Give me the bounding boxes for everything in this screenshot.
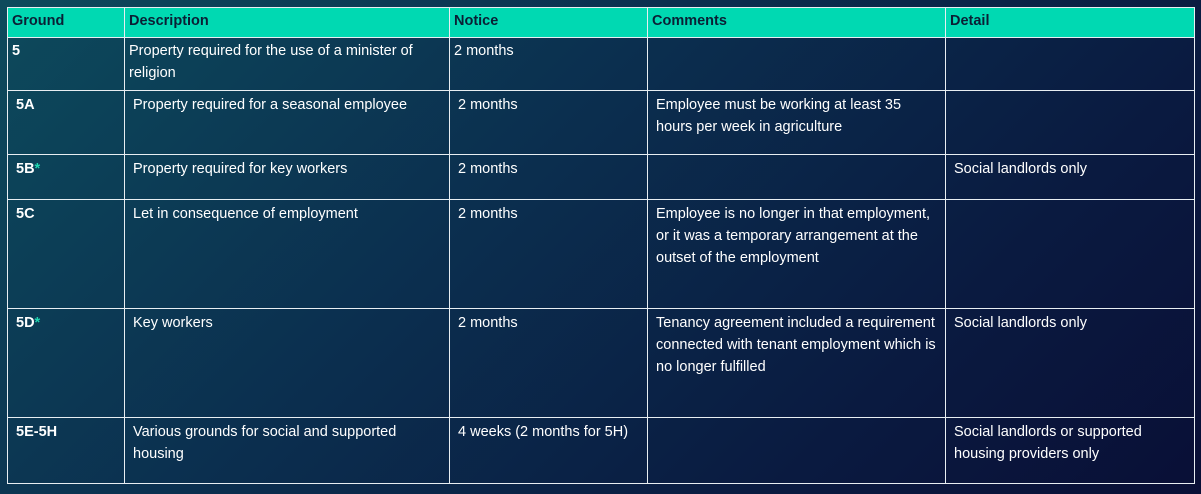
table-row: 5B* Property required for key workers 2 … — [7, 154, 1195, 200]
detail-text — [946, 200, 1194, 203]
table-header-row: Ground Description Notice Comments Detai… — [7, 7, 1195, 38]
comments-text: Tenancy agreement included a requirement… — [656, 315, 936, 375]
grounds-table: Ground Description Notice Comments Detai… — [7, 7, 1195, 484]
cell-detail: Social landlords only — [945, 308, 1195, 418]
cell-detail: Social landlords or supported housing pr… — [945, 417, 1195, 484]
cell-notice: 2 months — [449, 154, 648, 200]
cell-detail — [945, 37, 1195, 91]
cell-description: Property required for the use of a minis… — [124, 37, 450, 91]
ground-code: 5 — [12, 43, 21, 59]
table-row: 5E-5H Various grounds for social and sup… — [7, 417, 1195, 484]
description-text: Various grounds for social and supported… — [133, 424, 397, 462]
ground-code: 5A — [16, 97, 35, 113]
description-text: Property required for key workers — [133, 161, 348, 177]
cell-comments: Tenancy agreement included a requirement… — [647, 308, 946, 418]
cell-ground: 5D* — [7, 308, 125, 418]
cell-comments — [647, 154, 946, 200]
cell-notice: 2 months — [449, 199, 648, 309]
notice-text: 4 weeks (2 months for 5H) — [458, 424, 629, 440]
cell-notice: 2 months — [449, 90, 648, 155]
cell-ground: 5A — [7, 90, 125, 155]
comments-text — [648, 155, 945, 158]
notice-text: 2 months — [458, 315, 518, 331]
cell-description: Various grounds for social and supported… — [124, 417, 450, 484]
cell-detail: Social landlords only — [945, 154, 1195, 200]
cell-detail — [945, 90, 1195, 155]
header-detail: Detail — [945, 7, 1195, 38]
description-text: Key workers — [133, 315, 213, 331]
notice-text: 2 months — [458, 161, 518, 177]
cell-notice: 2 months — [449, 308, 648, 418]
table-row: 5D* Key workers 2 months Tenancy agreeme… — [7, 308, 1195, 418]
cell-ground: 5B* — [7, 154, 125, 200]
description-text: Let in consequence of employment — [133, 206, 358, 222]
cell-ground: 5C — [7, 199, 125, 309]
header-comments: Comments — [647, 7, 946, 38]
table-row: 5C Let in consequence of employment 2 mo… — [7, 199, 1195, 309]
cell-detail — [945, 199, 1195, 309]
detail-text — [946, 38, 1194, 40]
comments-text: Employee must be working at least 35 hou… — [656, 97, 902, 135]
detail-text: Social landlords only — [954, 161, 1087, 177]
description-text: Property required for a seasonal employe… — [133, 97, 408, 113]
comments-text — [648, 38, 945, 40]
cell-notice: 2 months — [449, 37, 648, 91]
cell-comments: Employee is no longer in that employment… — [647, 199, 946, 309]
cell-comments — [647, 37, 946, 91]
cell-ground: 5E-5H — [7, 417, 125, 484]
detail-text: Social landlords only — [954, 315, 1087, 331]
ground-code: 5C — [16, 206, 35, 222]
notice-text: 2 months — [454, 43, 514, 59]
header-description: Description — [124, 7, 450, 38]
notice-text: 2 months — [458, 206, 518, 222]
cell-notice: 4 weeks (2 months for 5H) — [449, 417, 648, 484]
cell-comments: Employee must be working at least 35 hou… — [647, 90, 946, 155]
table-row: 5A Property required for a seasonal empl… — [7, 90, 1195, 155]
ground-star: * — [34, 315, 41, 331]
detail-text: Social landlords or supported housing pr… — [954, 424, 1142, 462]
comments-text: Employee is no longer in that employment… — [656, 206, 931, 266]
ground-code: 5D — [16, 315, 35, 331]
header-ground: Ground — [7, 7, 125, 38]
comments-text — [648, 418, 945, 421]
table-row: 5 Property required for the use of a min… — [7, 37, 1195, 91]
cell-description: Property required for a seasonal employe… — [124, 90, 450, 155]
ground-code: 5E-5H — [16, 424, 58, 440]
header-notice: Notice — [449, 7, 648, 38]
cell-comments — [647, 417, 946, 484]
description-text: Property required for the use of a minis… — [129, 43, 413, 81]
cell-description: Let in consequence of employment — [124, 199, 450, 309]
cell-ground: 5 — [7, 37, 125, 91]
cell-description: Property required for key workers — [124, 154, 450, 200]
detail-text — [946, 91, 1194, 94]
ground-star: * — [34, 161, 41, 177]
notice-text: 2 months — [458, 97, 518, 113]
ground-code: 5B — [16, 161, 35, 177]
cell-description: Key workers — [124, 308, 450, 418]
